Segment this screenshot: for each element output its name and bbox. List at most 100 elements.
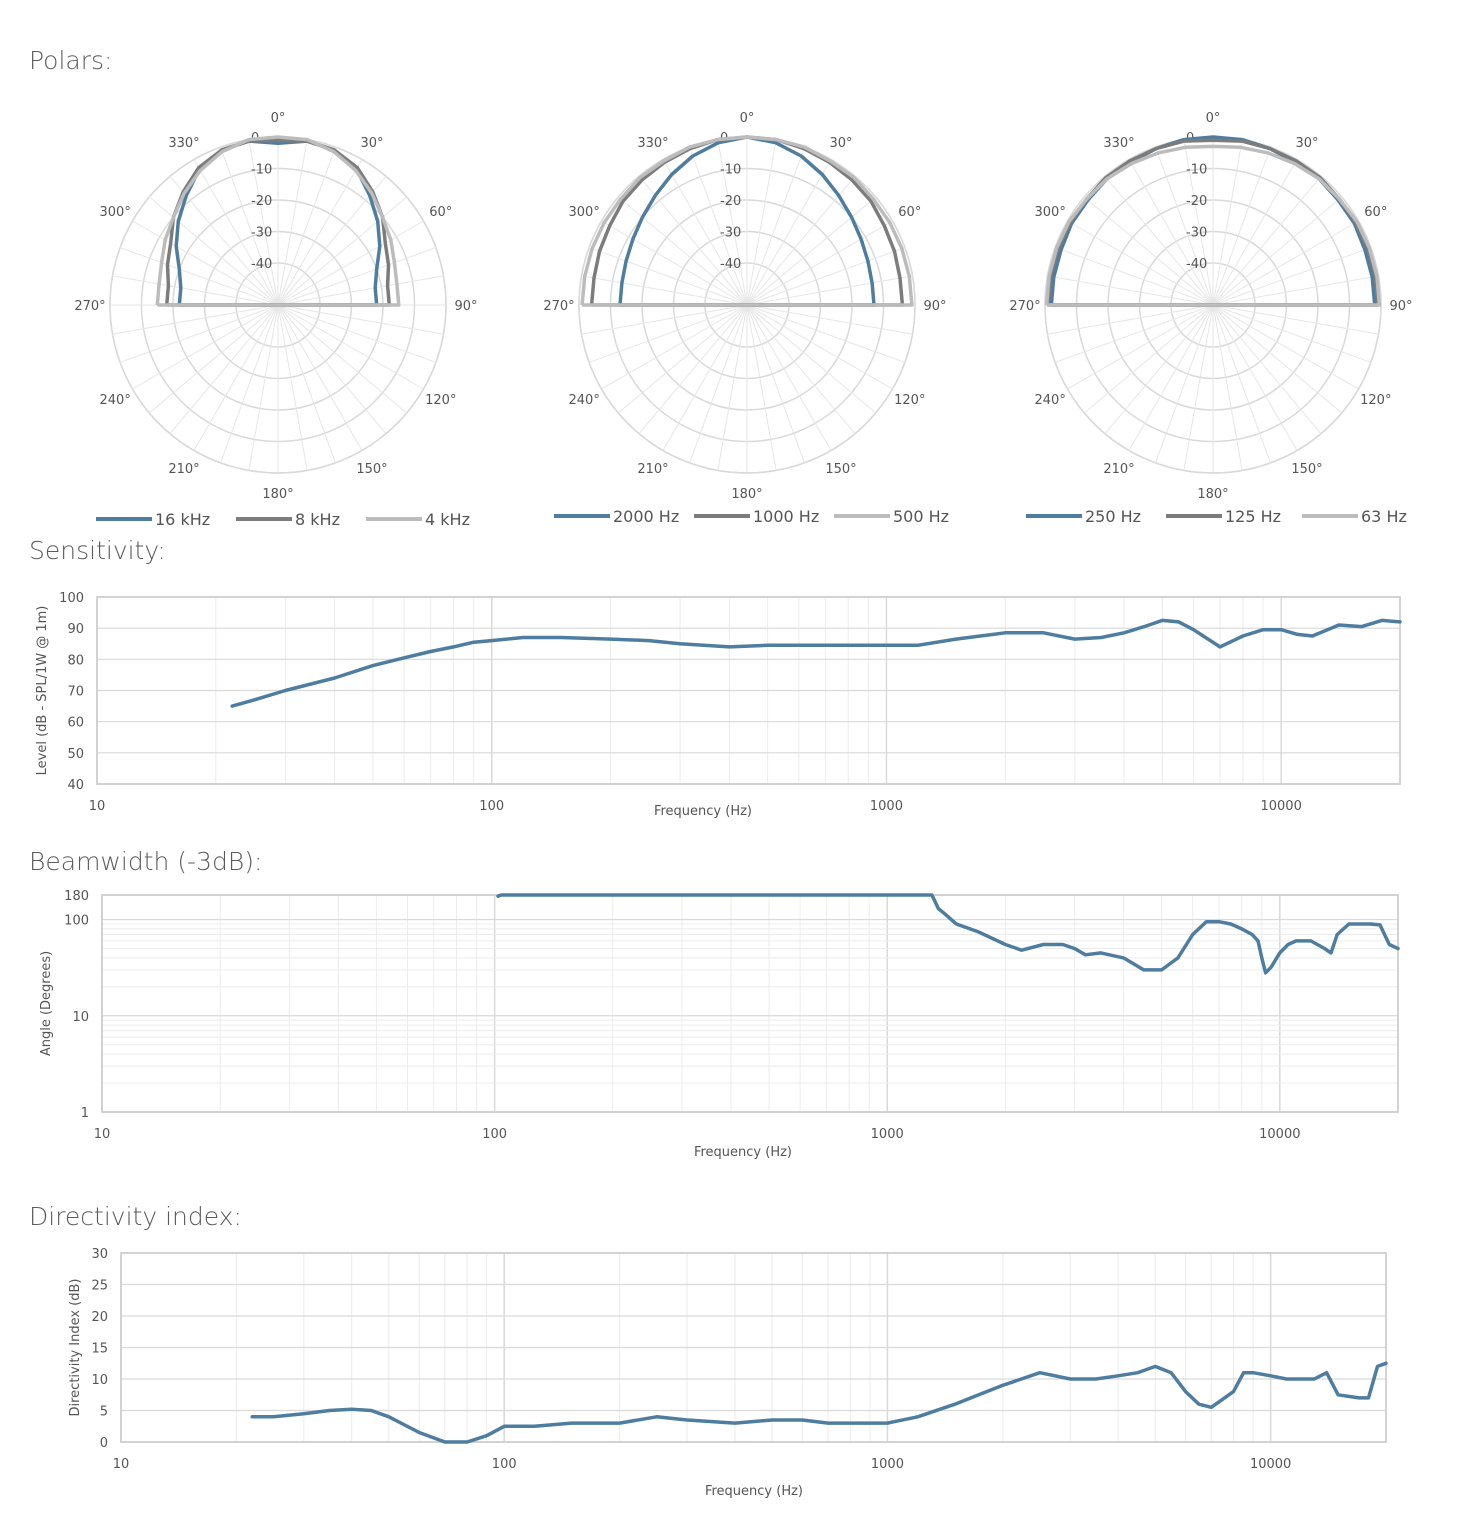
- legend-label: 16 kHz: [155, 510, 210, 529]
- polar-spoke: [1212, 304, 1379, 335]
- polar-angle-label: 180°: [262, 487, 293, 502]
- y-tick-label: 40: [67, 778, 84, 793]
- x-axis-label: Frequency (Hz): [705, 1484, 803, 1499]
- polar-angle-label: 240°: [1035, 393, 1066, 408]
- polar-radial-label: -40: [251, 257, 272, 272]
- polar-angle-label: 270°: [74, 299, 105, 314]
- polar-spoke: [1212, 304, 1322, 435]
- polar-angle-label: 330°: [1103, 136, 1134, 151]
- series-line: [250, 1361, 1388, 1444]
- x-tick-label: 10: [113, 1457, 130, 1472]
- polar-radial-label: -10: [720, 163, 741, 178]
- polar-angle-label: 90°: [923, 299, 946, 314]
- polar-angle-label: 300°: [100, 205, 131, 220]
- legend-label: 250 Hz: [1085, 507, 1141, 526]
- polar-angle-label: 240°: [569, 393, 600, 408]
- directivity-title: Directivity index:: [29, 1202, 242, 1231]
- sensitivity-title: Sensitivity:: [29, 536, 166, 565]
- polar-angle-label: 270°: [543, 299, 574, 314]
- y-axis-label: Directivity Index (dB): [68, 1279, 83, 1417]
- polar-spoke: [277, 304, 408, 414]
- x-tick-label: 100: [479, 799, 504, 814]
- polar-spoke: [1212, 304, 1243, 471]
- legend-label: 125 Hz: [1225, 507, 1281, 526]
- polar-angle-label: 0°: [740, 111, 755, 126]
- x-tick-label: 10000: [1259, 1127, 1300, 1142]
- polar-spoke: [277, 275, 444, 306]
- legend-label: 2000 Hz: [613, 507, 679, 526]
- polar-spoke: [119, 304, 279, 363]
- polar-spoke: [1212, 247, 1372, 306]
- polar-angle-label: 120°: [425, 393, 456, 408]
- polar-spoke: [1212, 304, 1359, 390]
- polar-spoke: [1212, 304, 1343, 414]
- polar-angle-label: 180°: [731, 487, 762, 502]
- y-tick-label: 30: [91, 1247, 108, 1262]
- polar-spoke: [277, 175, 387, 306]
- polar-spoke: [193, 304, 279, 451]
- polar-spoke: [119, 247, 279, 306]
- polar-spoke: [277, 304, 444, 335]
- polar-angle-label: 60°: [898, 205, 921, 220]
- plot-frame: [120, 1252, 1387, 1443]
- polar-radial-label: -30: [1186, 226, 1207, 241]
- polar-spoke: [148, 304, 279, 414]
- polar-spoke: [1212, 304, 1298, 451]
- polar-spoke: [277, 304, 308, 471]
- polar-radial-label: -20: [720, 194, 741, 209]
- polar-spoke: [1155, 146, 1214, 306]
- polar-spoke: [1047, 304, 1214, 335]
- polar-spoke: [1183, 304, 1214, 471]
- polar-spoke: [1128, 304, 1214, 451]
- polar-spoke: [662, 159, 748, 306]
- polar-series-3: [580, 135, 914, 307]
- polar-spoke: [1083, 196, 1214, 306]
- y-tick-label: 70: [67, 685, 84, 700]
- line-chart-2: 10 100 1000 10000 1 10 100 180 Frequency (Hz) Ang…: [39, 889, 1400, 1160]
- polar-angle-label: 30°: [829, 136, 852, 151]
- polar-spoke: [638, 175, 748, 306]
- polar-spoke: [746, 304, 906, 363]
- polar-spoke: [1212, 139, 1243, 306]
- beamwidth-title: Beamwidth (-3dB):: [29, 847, 263, 876]
- legend-label: 63 Hz: [1361, 507, 1407, 526]
- polar-spoke: [1212, 175, 1322, 306]
- polar-angle-label: 210°: [168, 462, 199, 477]
- polar-spoke: [746, 220, 893, 306]
- y-tick-label: 90: [67, 622, 84, 637]
- polar-spoke: [248, 139, 279, 306]
- polar-spoke: [277, 304, 363, 451]
- polar-angle-label: 120°: [894, 393, 925, 408]
- polar-spoke: [1212, 275, 1379, 306]
- y-tick-label: 100: [64, 914, 89, 929]
- y-tick-label: 180: [64, 889, 89, 904]
- polar-angle-label: 330°: [168, 136, 199, 151]
- polar-spoke: [588, 247, 748, 306]
- x-tick-label: 1000: [871, 1457, 904, 1472]
- polar-angle-label: 30°: [360, 136, 383, 151]
- polar-radial-label: -40: [1186, 257, 1207, 272]
- polar-spoke: [277, 304, 424, 390]
- polar-spoke: [746, 139, 777, 306]
- polar-spoke: [277, 196, 408, 306]
- polar-angle-label: 210°: [637, 462, 668, 477]
- y-tick-label: 15: [91, 1342, 108, 1357]
- polar-angle-label: 30°: [1295, 136, 1318, 151]
- polar-angle-label: 180°: [1197, 487, 1228, 502]
- polar-angle-label: 120°: [1360, 393, 1391, 408]
- polar-spoke: [1212, 146, 1271, 306]
- x-tick-label: 10: [89, 799, 106, 814]
- polar-spoke: [601, 304, 748, 390]
- polar-spoke: [689, 304, 748, 464]
- x-tick-label: 10000: [1250, 1457, 1291, 1472]
- polar-spoke: [746, 304, 913, 335]
- x-tick-label: 10: [94, 1127, 111, 1142]
- polar-angle-label: 150°: [356, 462, 387, 477]
- polar-spoke: [746, 304, 777, 471]
- polar-spoke: [588, 304, 748, 363]
- polar-spoke: [746, 304, 805, 464]
- polar-radial-label: -20: [251, 194, 272, 209]
- polar-series-2: [164, 138, 392, 307]
- plot-frame: [101, 894, 1399, 1113]
- series-line: [496, 893, 1400, 975]
